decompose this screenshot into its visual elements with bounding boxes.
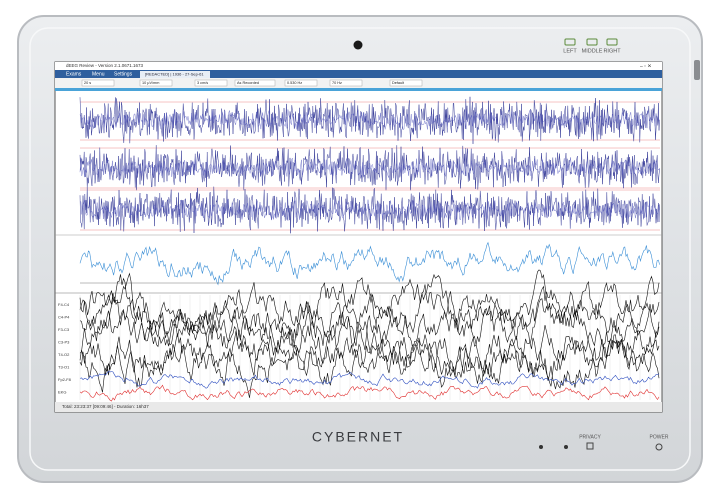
- file-tab-label: [REDACTED] | 1936 - 27-Sep-61: [145, 72, 204, 77]
- bezel-highlight: [29, 27, 691, 471]
- eeg-display: F4-C4 C4-P4 F3-C3 C3-P3 T4-O2 T3-O1 Fp2-F8 EKG: [55, 96, 662, 402]
- tabs: Exams Menu Settings: [66, 71, 133, 77]
- side-port: [694, 60, 700, 80]
- tab[interactable]: Settings: [114, 71, 133, 77]
- privacy-label: PRIVACY: [579, 434, 601, 440]
- brand: CYBERNET: [312, 429, 404, 445]
- dropdown-label: 0.530 Hz: [287, 81, 302, 85]
- waveform: [79, 324, 660, 387]
- dropdown[interactable]: [234, 79, 276, 87]
- progress-strip: [55, 88, 662, 91]
- dropdown[interactable]: [139, 79, 173, 87]
- waveform: [79, 199, 660, 221]
- channel-label: C3-P3: [58, 340, 70, 345]
- channel-label: T3-O1: [58, 365, 70, 370]
- button-label: LEFT: [563, 48, 577, 54]
- camera: [353, 40, 363, 50]
- tab[interactable]: Exams: [66, 71, 82, 77]
- waveform: [79, 109, 660, 131]
- button[interactable]: [586, 38, 598, 46]
- button[interactable]: [606, 38, 618, 46]
- bezel-button[interactable]: [539, 445, 543, 449]
- file-tab[interactable]: [140, 71, 210, 78]
- button-label: RIGHT: [603, 48, 621, 54]
- dropdown[interactable]: [81, 79, 115, 87]
- waveform: [79, 290, 660, 368]
- window-title: dEEG Review - Version 2.1.0671.1673: [66, 63, 144, 68]
- dropdown[interactable]: [389, 79, 423, 87]
- channel-label: Fp2-F8: [58, 377, 72, 382]
- channel-label: F4-C4: [58, 302, 70, 307]
- channel-label: T4-O2: [58, 352, 70, 357]
- dropdown-label: Default: [392, 81, 405, 85]
- waveform: [79, 384, 660, 402]
- dropdown[interactable]: [329, 79, 363, 87]
- status-bar: [55, 402, 662, 412]
- waveform: [79, 241, 660, 286]
- dropdown-label: As Recorded: [237, 81, 259, 85]
- menu-bar: [55, 70, 662, 78]
- title-bar: [55, 62, 662, 70]
- power-label: POWER: [650, 434, 669, 440]
- channel-label: F3-C3: [58, 327, 70, 332]
- bezel-buttons: LEFT MIDDLE RIGHT: [563, 38, 621, 54]
- waveform: [79, 186, 660, 234]
- toolbar-fields: 20 s 10 μV/mm 3 cm/s As Recorded 0.530 Hz 70 …: [81, 79, 423, 87]
- dropdown-label: 70 Hz: [332, 81, 342, 85]
- dropdown-label: 20 s: [84, 81, 91, 85]
- waveform: [79, 157, 660, 179]
- dropdown-label: 10 μV/mm: [142, 81, 159, 85]
- tab[interactable]: Menu: [92, 71, 105, 77]
- window-controls: – ▫ ✕: [640, 63, 652, 69]
- dropdown[interactable]: [284, 79, 318, 87]
- bezel-button[interactable]: [564, 445, 568, 449]
- channel-label: EKG: [58, 390, 66, 395]
- channel-label: C4-P4: [58, 315, 70, 320]
- waveform: [79, 371, 660, 389]
- waveform: [79, 96, 660, 144]
- button[interactable]: [564, 38, 576, 46]
- status-text: Total: 23:23:37 [09:09:46] - Duration: 1…: [62, 404, 149, 409]
- power-button[interactable]: [655, 443, 663, 451]
- privacy-button[interactable]: [586, 442, 594, 450]
- dropdown[interactable]: [194, 79, 228, 87]
- button-label: MIDDLE: [582, 48, 603, 54]
- dropdown-label: 3 cm/s: [197, 81, 208, 85]
- waveform: [79, 269, 660, 338]
